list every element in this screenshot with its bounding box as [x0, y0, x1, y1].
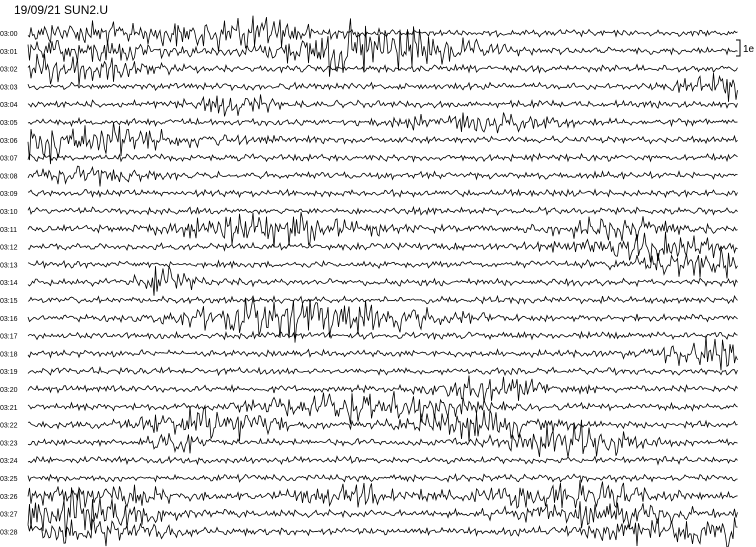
row-label: 03:19: [0, 369, 18, 376]
waveform: [27, 391, 738, 425]
row-label: 03:21: [0, 405, 18, 412]
row-label: 03:04: [0, 102, 18, 109]
row-label: 03:25: [0, 476, 18, 483]
row-label: 03:26: [0, 494, 18, 501]
row-label: 03:13: [0, 262, 18, 269]
row-label: 03:05: [0, 120, 18, 127]
row-label: 03:20: [0, 387, 18, 394]
waveform: [27, 517, 738, 547]
row-label: 03:01: [0, 49, 18, 56]
row-label: 03:00: [0, 31, 18, 38]
scale-label: 1e: [743, 44, 755, 55]
waveform: [27, 205, 738, 216]
row-label: 03:15: [0, 298, 18, 305]
waveform: [27, 152, 738, 163]
row-label: 03:09: [0, 191, 18, 198]
row-label: 03:07: [0, 156, 18, 163]
waveform: [27, 18, 738, 77]
row-label: 03:22: [0, 423, 18, 430]
waveform: [27, 419, 738, 458]
row-label: 03:12: [0, 245, 18, 252]
waveform: [27, 94, 738, 117]
waveform: [27, 480, 738, 509]
waveform: [27, 330, 738, 341]
waveform: [27, 404, 738, 442]
waveform: [27, 365, 738, 377]
waveform: [27, 472, 738, 484]
row-label: 03:24: [0, 458, 18, 465]
waveform: [27, 188, 738, 199]
waveform: [27, 53, 738, 86]
waveform: [27, 487, 738, 538]
row-label: 03:16: [0, 316, 18, 323]
waveform: [27, 375, 738, 403]
row-label: 03:23: [0, 440, 18, 447]
row-label: 03:06: [0, 138, 18, 145]
waveform: [27, 266, 738, 296]
waveform: [27, 455, 738, 466]
title: 19/09/21 SUN2.U: [14, 3, 108, 17]
waveform: [27, 212, 738, 248]
traces: [27, 15, 738, 547]
waveform: [27, 231, 738, 263]
waveform: [27, 72, 738, 102]
row-label: 03:10: [0, 209, 18, 216]
waveform: [27, 297, 738, 343]
waveform: [27, 15, 738, 52]
waveform: [27, 122, 738, 165]
row-label: 03:17: [0, 334, 18, 341]
row-label: 03:08: [0, 173, 18, 180]
row-label: 03:27: [0, 512, 18, 519]
row-label: 03:03: [0, 84, 18, 91]
waveform: [27, 294, 738, 305]
waveform: [27, 112, 738, 134]
row-label: 03:11: [0, 227, 17, 234]
waveform: [27, 335, 738, 371]
row-label: 03:28: [0, 529, 18, 536]
row-label: 03:02: [0, 67, 18, 74]
row-labels: 03:00 03:01 03:02 03:03 03:04 03:05 03:06 03:07…: [0, 31, 18, 536]
row-label: 03:18: [0, 351, 18, 358]
scale-bar: [736, 39, 741, 57]
waveform: [27, 165, 738, 187]
waveform: [27, 247, 738, 279]
row-label: 03:14: [0, 280, 18, 287]
